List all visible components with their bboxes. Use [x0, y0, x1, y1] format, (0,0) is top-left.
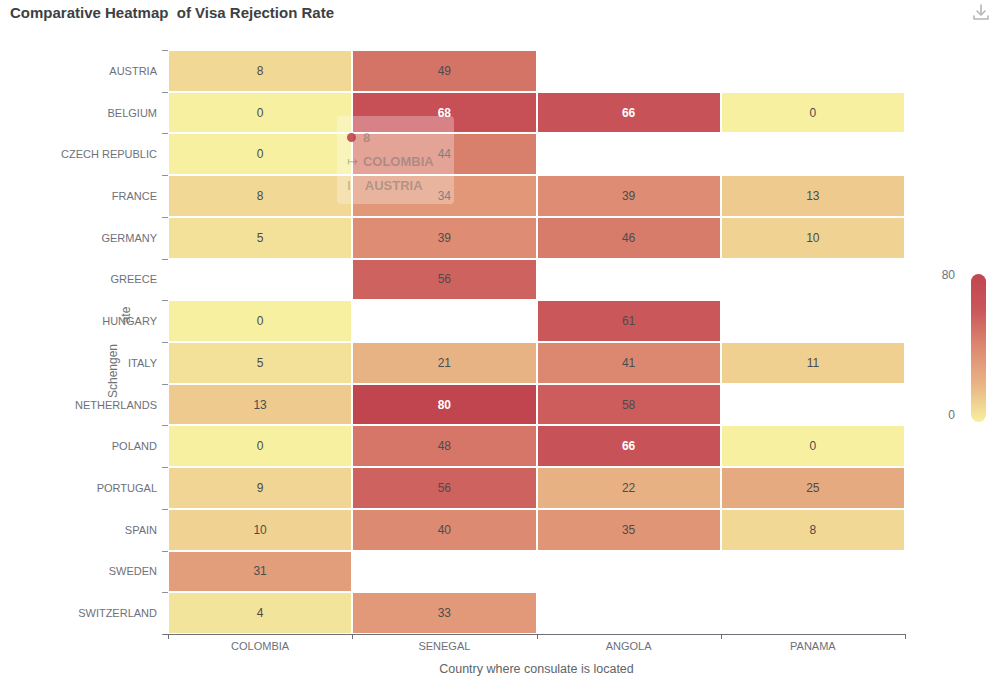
- y-axis-tick: [162, 342, 168, 343]
- heatmap-cell[interactable]: 8: [168, 175, 352, 217]
- heatmap-cell[interactable]: 80: [352, 384, 536, 426]
- tooltip-value: 8: [363, 130, 370, 145]
- y-axis-label: BELGIUM: [0, 92, 157, 134]
- heatmap-cell[interactable]: 22: [537, 467, 721, 509]
- y-axis-label: AUSTRIA: [0, 50, 157, 92]
- plot-area: 8490686600448343913539461056061521411113…: [168, 50, 905, 634]
- y-axis-label: CZECH REPUBLIC: [0, 133, 157, 175]
- heatmap-cell[interactable]: 13: [721, 175, 905, 217]
- heatmap-cell[interactable]: 5: [168, 342, 352, 384]
- y-axis-label: ITALY: [0, 342, 157, 384]
- download-button[interactable]: [968, 1, 994, 27]
- y-axis-label: FRANCE: [0, 175, 157, 217]
- heatmap-cell[interactable]: 0: [168, 300, 352, 342]
- y-axis-label: PORTUGAL: [0, 467, 157, 509]
- heatmap-cell[interactable]: 4: [168, 592, 352, 634]
- heatmap-cell[interactable]: 8: [168, 50, 352, 92]
- heatmap-cell[interactable]: 66: [537, 425, 721, 467]
- heatmap-cell[interactable]: 41: [537, 342, 721, 384]
- y-axis-tick: [162, 425, 168, 426]
- x-axis-line: [163, 634, 905, 635]
- heatmap-cell[interactable]: 61: [537, 300, 721, 342]
- heatmap-cell[interactable]: 56: [352, 259, 536, 301]
- y-axis-tick: [162, 300, 168, 301]
- heatmap-cell[interactable]: 49: [352, 50, 536, 92]
- heatmap-cell[interactable]: 10: [721, 217, 905, 259]
- x-axis-pointer-icon: ↦: [347, 154, 358, 169]
- heatmap-cell[interactable]: 8: [721, 509, 905, 551]
- heatmap-cell[interactable]: 0: [168, 92, 352, 134]
- y-axis-tick: [162, 592, 168, 593]
- y-axis-label: NETHERLANDS: [0, 384, 157, 426]
- x-axis-label: ANGOLA: [537, 640, 721, 652]
- heatmap-cell[interactable]: 40: [352, 509, 536, 551]
- y-axis-label: POLAND: [0, 425, 157, 467]
- heatmap-cell[interactable]: 48: [352, 425, 536, 467]
- y-axis-tick: [162, 509, 168, 510]
- heatmap-cell[interactable]: 66: [537, 92, 721, 134]
- tooltip-y-row: Ⅰ AUSTRIA: [347, 173, 454, 197]
- y-axis-label: SWITZERLAND: [0, 592, 157, 634]
- y-axis-tick: [162, 384, 168, 385]
- y-axis-title-line1: Schengen: [106, 344, 120, 398]
- tooltip-x-row: ↦ COLOMBIA: [347, 149, 454, 173]
- y-axis-tick: [162, 467, 168, 468]
- heatmap-cell[interactable]: 10: [168, 509, 352, 551]
- y-axis-label: SWEDEN: [0, 551, 157, 593]
- y-axis-tick: [162, 551, 168, 552]
- heatmap-cell[interactable]: 58: [537, 384, 721, 426]
- tooltip: 8 ↦ COLOMBIA Ⅰ AUSTRIA: [337, 116, 454, 204]
- heatmap-cell[interactable]: 25: [721, 467, 905, 509]
- heatmap-cell[interactable]: 0: [168, 425, 352, 467]
- tooltip-value-row: 8: [347, 125, 454, 149]
- heatmap-cell[interactable]: 0: [168, 133, 352, 175]
- color-legend-bar[interactable]: [971, 274, 986, 422]
- y-axis-label: GREECE: [0, 259, 157, 301]
- heatmap-cell[interactable]: 11: [721, 342, 905, 384]
- y-axis-tick: [162, 259, 168, 260]
- heatmap-cell[interactable]: 0: [721, 425, 905, 467]
- tooltip-y-label: AUSTRIA: [365, 178, 423, 193]
- x-axis-label: COLOMBIA: [168, 640, 352, 652]
- y-axis-tick: [162, 92, 168, 93]
- heatmap-cell[interactable]: 39: [352, 217, 536, 259]
- x-axis-label: SENEGAL: [352, 640, 536, 652]
- y-axis-tick: [162, 217, 168, 218]
- heatmap-cell[interactable]: 0: [721, 92, 905, 134]
- y-axis-tick: [162, 133, 168, 134]
- heatmap-cell[interactable]: 31: [168, 551, 352, 593]
- heatmap-cell[interactable]: 35: [537, 509, 721, 551]
- legend-min-label: 0: [920, 408, 955, 422]
- heatmap-cell[interactable]: 21: [352, 342, 536, 384]
- chart-title: Comparative Heatmap of Visa Rejection Ra…: [10, 4, 334, 21]
- y-axis-tick: [162, 50, 168, 51]
- tooltip-x-label: COLOMBIA: [363, 154, 434, 169]
- heatmap-cell[interactable]: 56: [352, 467, 536, 509]
- y-axis-label: GERMANY: [0, 217, 157, 259]
- x-axis-tick: [905, 634, 906, 639]
- x-axis-title: Country where consulate is located: [168, 662, 905, 676]
- y-axis-label: SPAIN: [0, 509, 157, 551]
- legend-max-label: 80: [920, 268, 955, 282]
- tooltip-series-marker: [347, 133, 356, 142]
- y-axis-tick: [162, 175, 168, 176]
- y-axis-label: HUNGARY: [0, 300, 157, 342]
- heatmap-cell[interactable]: 33: [352, 592, 536, 634]
- x-axis-label: PANAMA: [721, 640, 905, 652]
- heatmap-card: Comparative Heatmap of Visa Rejection Ra…: [0, 0, 1005, 693]
- y-axis-pointer-icon: Ⅰ: [347, 178, 351, 193]
- heatmap-cell[interactable]: 9: [168, 467, 352, 509]
- y-axis-title-line2: ate: [119, 307, 133, 324]
- heatmap-cell[interactable]: 13: [168, 384, 352, 426]
- heatmap-cell[interactable]: 46: [537, 217, 721, 259]
- heatmap-cell[interactable]: 5: [168, 217, 352, 259]
- heatmap-cell[interactable]: 39: [537, 175, 721, 217]
- download-icon: [970, 2, 992, 24]
